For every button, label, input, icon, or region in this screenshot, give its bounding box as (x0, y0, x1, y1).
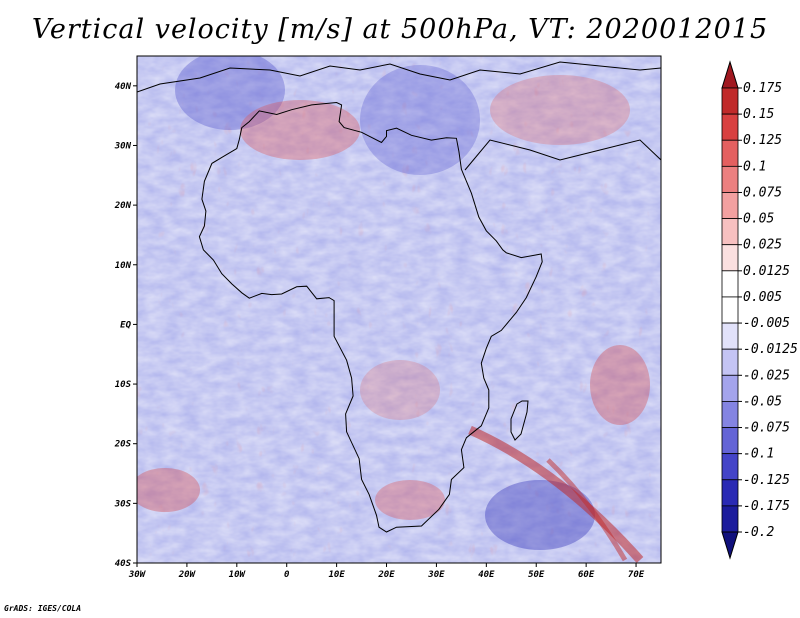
lon-tick-label: 30W (128, 570, 147, 580)
colorbar-level-label: 0.1 (743, 159, 766, 174)
colorbar-swatch (721, 192, 739, 219)
colorbar-level-label: -0.005 (743, 316, 790, 331)
lon-tick-label: 10E (328, 570, 345, 580)
lon-tick-label: 0 (284, 570, 290, 580)
colorbar-level-label: -0.0125 (743, 342, 798, 357)
lat-tick-label: 10N (115, 261, 132, 271)
lat-tick-label: 30S (114, 499, 132, 509)
colorbar-swatch (721, 296, 739, 324)
colorbar-swatch (721, 270, 739, 298)
eurasia-coastline (137, 61, 661, 93)
lat-tick-label: 40S (115, 559, 132, 569)
colorbar-swatch (721, 505, 739, 533)
lon-tick-label: 60E (578, 570, 595, 580)
colorbar-swatch (721, 218, 739, 246)
colorbar-swatch (721, 427, 739, 455)
lat-tick-label: 30N (114, 141, 132, 151)
arabia-coastline (464, 139, 661, 171)
colorbar-level-label: -0.125 (743, 473, 790, 488)
lat-tick-label: 40N (115, 82, 132, 92)
lat-tick-label: EQ (120, 320, 131, 330)
africa-coastline (198, 101, 543, 533)
colorbar-level-label: 0.125 (743, 133, 782, 148)
colorbar-level-label: -0.2 (743, 525, 774, 540)
colorbar-level-label: -0.175 (743, 499, 790, 514)
colorbar-level-label: -0.025 (743, 368, 790, 383)
lon-tick-label: 50E (528, 570, 545, 580)
colorbar-level-label: 0.005 (743, 290, 782, 305)
colorbar-swatch (721, 165, 739, 193)
lon-tick-label: 40E (478, 570, 495, 580)
colorbar-level-label: -0.075 (743, 421, 790, 436)
velocity-field (137, 56, 661, 563)
colorbar-min-arrow (721, 531, 739, 560)
colorbar: 0.175 0.15 0.125 0.1 0.075 0.05 0.025 0.0125 0.0… (721, 60, 798, 560)
credit-label: GrADS: IGES/COLA (4, 604, 82, 613)
colorbar-swatch (721, 453, 739, 481)
colorbar-swatch (721, 322, 739, 350)
coastline-outline (137, 61, 661, 533)
lon-tick-label: 20W (178, 570, 197, 580)
map-title: Vertical velocity [m/s] at 500hPa, VT: 2… (31, 14, 769, 45)
colorbar-swatch (721, 348, 739, 376)
lat-tick-label: 20S (114, 440, 132, 450)
colorbar-level-label: 0.0125 (743, 264, 790, 279)
lon-tick-label: 30E (427, 570, 445, 580)
colorbar-swatch (721, 244, 739, 272)
colorbar-level-label: 0.075 (743, 185, 782, 200)
colorbar-swatch (721, 139, 739, 167)
colorbar-level-label: -0.1 (743, 447, 774, 462)
lon-tick-label: 20E (377, 570, 395, 580)
plot-frame (136, 55, 662, 564)
lon-tick-label: 10W (229, 570, 247, 580)
colorbar-level-label: 0.175 (743, 81, 782, 96)
colorbar-swatch (721, 374, 739, 402)
colorbar-level-label: 0.15 (743, 107, 774, 122)
colorbar-swatch (721, 113, 739, 141)
lat-tick-label: 20N (114, 201, 132, 211)
lon-tick-label: 70E (628, 570, 645, 580)
longitude-axis: 30W 20W 10W 0 10E 20E 30E 40E 50E 60E 70E (128, 563, 645, 580)
colorbar-swatch (721, 479, 739, 507)
colorbar-swatch (721, 401, 739, 428)
lat-tick-label: 10S (115, 380, 132, 390)
colorbar-level-label: -0.05 (743, 394, 782, 409)
colorbar-level-label: 0.05 (743, 212, 774, 227)
colorbar-max-arrow (721, 60, 739, 89)
madagascar-coastline (510, 400, 529, 441)
colorbar-level-label: 0.025 (743, 238, 782, 253)
colorbar-swatch (721, 87, 739, 115)
latitude-axis: 40N 30N 20N 10N EQ 10S 20S 30S 40S (114, 82, 137, 569)
